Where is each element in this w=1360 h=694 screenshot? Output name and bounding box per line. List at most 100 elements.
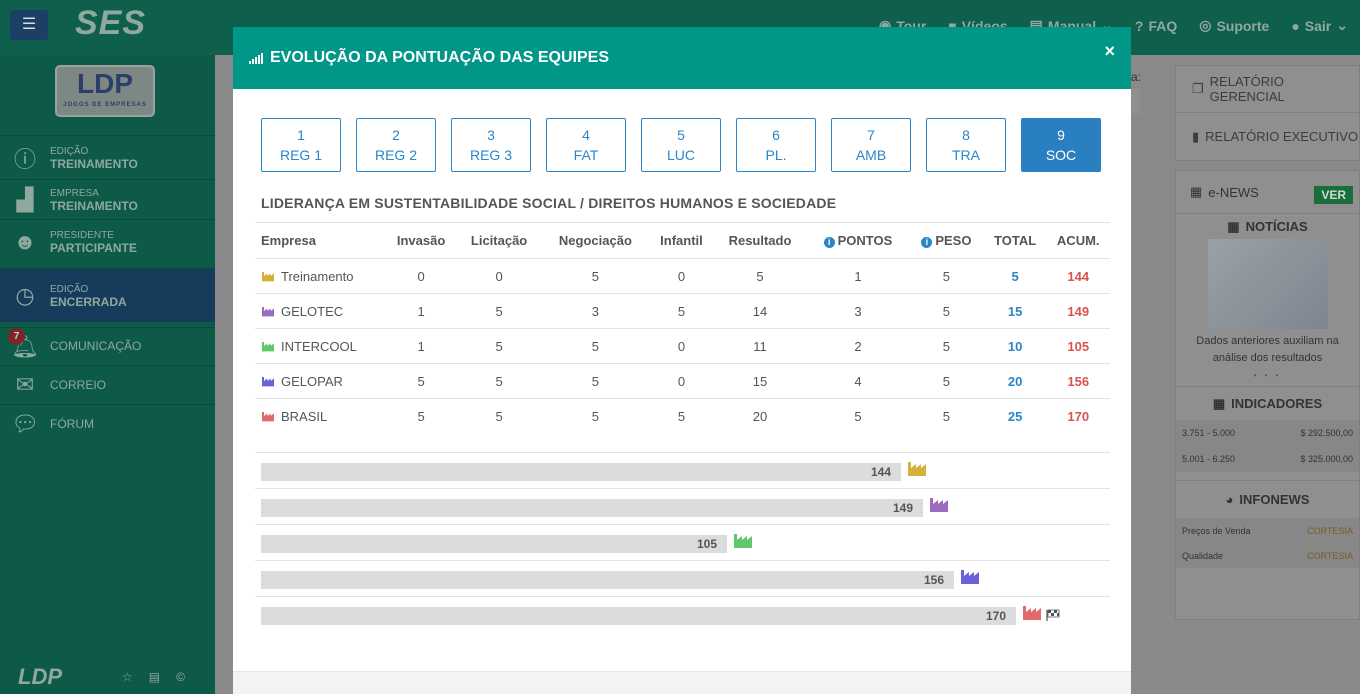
tab-reg-3[interactable]: 3 REG 3 (451, 118, 531, 172)
sidebar-item-presidente[interactable]: ☻ PRESIDENTE PARTICIPANTE (0, 219, 215, 263)
chat-icon: 💬︎ (11, 411, 39, 436)
cell-acum: 170 (1067, 408, 1090, 424)
info-icon[interactable]: i (921, 237, 933, 248)
tab-amb[interactable]: 7 AMB (831, 118, 911, 172)
newspaper-icon: ▦ (1190, 184, 1203, 199)
cell-pontos: 4 (806, 363, 910, 399)
notification-badge: 7 (8, 327, 25, 345)
cell-licitacao: 5 (495, 408, 503, 424)
bar-row: 156 (255, 560, 1110, 596)
sidebar-item-comunicacao[interactable]: 🔔︎ 7 COMUNICAÇÃO (0, 327, 215, 365)
factory-icon (261, 375, 275, 387)
col-pontos[interactable]: i PONTOS (806, 222, 910, 259)
factory-icon (907, 459, 927, 477)
document-icon[interactable]: ▤ (148, 670, 161, 684)
tab-reg-1[interactable]: 1 REG 1 (261, 118, 341, 172)
sidebar-footer: LDP ☆ ▤ © (0, 660, 215, 694)
sidebar-item-edicao-encerrada[interactable]: ◷ EDIÇÃO ENCERRADA (0, 268, 215, 322)
sidebar-item-label: FÓRUM (50, 416, 94, 431)
col-acum: ACUM. (1046, 222, 1110, 259)
tab-pl[interactable]: 6 PL. (736, 118, 816, 172)
hamburger-menu-button[interactable]: ☰ (10, 10, 48, 40)
tab-number: 3 (487, 127, 495, 143)
factory-icon (261, 305, 275, 317)
company-cell: GELOTEC (255, 293, 385, 329)
bar-row: 144 (255, 452, 1110, 488)
table-row: BRASIL 5 5 5 5 20 5 5 25 170 (255, 399, 1110, 434)
table-row: INTERCOOL 1 5 5 0 11 2 5 10 105 (255, 328, 1110, 364)
cell-acum: 105 (1046, 328, 1110, 364)
sidebar-item-empresa[interactable]: ▟ EMPRESA TREINAMENTO (0, 179, 215, 219)
table-icon: ▦ (1212, 395, 1226, 411)
nav-faq[interactable]: ? FAQ (1134, 17, 1178, 34)
factory-icon (1022, 603, 1042, 621)
news-box: ▦ e-NEWS VER ▦ NOTÍCIAS Dados anteriores a… (1175, 170, 1360, 620)
nav-sair[interactable]: ● Sair ⌄ (1291, 17, 1348, 34)
indicadores-header: ▦ INDICADORES (1176, 386, 1359, 420)
news-caption: Dados anteriores auxiliam na análise dos… (1196, 335, 1339, 364)
ver-button[interactable]: VER (1314, 186, 1353, 204)
bar-row: 170 (255, 596, 1110, 632)
nav-suporte[interactable]: ◎ Suporte (1199, 17, 1270, 34)
cell-acum: 149 (1046, 293, 1110, 329)
col-peso[interactable]: i PESO (909, 222, 984, 259)
factory-icon (261, 340, 275, 352)
cell-total: 5 (983, 258, 1047, 294)
info-row: Preços de Venda CORTESIA (1176, 518, 1359, 543)
sidebar-item-label: EDIÇÃO ENCERRADA (50, 283, 127, 309)
report-executivo-button[interactable]: ▮ RELATÓRIO EXECUTIVO (1192, 128, 1359, 145)
copyright-icon[interactable]: © (176, 670, 185, 684)
report-gerencial-button[interactable]: ❐ RELATÓRIO GERENCIAL (1176, 66, 1359, 113)
cell-negociacao: 5 (591, 408, 600, 424)
score-bar: 144 (261, 463, 901, 481)
carousel-dots[interactable]: • • • (1253, 371, 1282, 380)
bar-value: 170 (985, 609, 1006, 623)
cell-resultado: 11 (713, 328, 807, 364)
star-icon[interactable]: ☆ (122, 670, 133, 684)
app-logo[interactable]: SES (75, 4, 147, 42)
cell-licitacao: 0 (457, 258, 542, 294)
tab-luc[interactable]: 5 LUC (641, 118, 721, 172)
sidebar-item-edicao-treinamento[interactable]: ⓘ EDIÇÃO TREINAMENTO (0, 135, 215, 179)
close-button[interactable]: × (1104, 41, 1115, 61)
cell-resultado: 15 (713, 363, 807, 399)
info-icon: ⓘ (13, 146, 36, 172)
question-icon: ? (1134, 17, 1144, 34)
cell-resultado: 5 (713, 258, 807, 294)
col-infantil: Infantil (649, 222, 714, 259)
tab-soc[interactable]: 9 SOC (1021, 118, 1101, 172)
tab-tra[interactable]: 8 TRA (926, 118, 1006, 172)
table-row: GELOTEC 1 5 3 5 14 3 5 15 149 (255, 293, 1110, 329)
tab-fat[interactable]: 4 FAT (546, 118, 626, 172)
cell-pontos: 3 (806, 293, 910, 329)
cell-negociacao: 5 (541, 258, 650, 294)
cell-invasao: 5 (385, 363, 458, 399)
cell-acum: 144 (1046, 258, 1110, 294)
cell-total: 10 (983, 328, 1047, 364)
score-bar: 156 (261, 571, 954, 589)
cell-resultado: 14 (713, 293, 807, 329)
tab-label: SOC (1045, 147, 1077, 163)
info-icon[interactable]: i (823, 237, 835, 248)
info-row: Qualidade CORTESIA (1176, 543, 1359, 568)
cell-licitacao: 5 (457, 293, 542, 329)
tab-number: 7 (867, 127, 875, 143)
cell-pontos: 1 (806, 258, 910, 294)
user-icon: ● (1291, 17, 1300, 34)
infonews-header: ◕ INFONEWS (1176, 480, 1359, 518)
table-row: GELOPAR 5 5 5 0 15 4 5 20 156 (255, 363, 1110, 399)
factory-icon (733, 531, 753, 549)
sidebar-item-forum[interactable]: 💬︎ FÓRUM (0, 404, 215, 443)
sidebar-item-correio[interactable]: ✉ CORREIO (0, 365, 215, 404)
bar-row: 149 (255, 488, 1110, 524)
news-image[interactable] (1207, 239, 1328, 329)
cell-licitacao: 5 (457, 328, 542, 364)
sidebar: LDP JOGOS DE EMPRESAS ⓘ EDIÇÃO TREINAMENTO… (0, 55, 215, 694)
bar-value: 144 (870, 465, 891, 479)
ldp-logo[interactable]: LDP JOGOS DE EMPRESAS (55, 65, 155, 117)
partial-input[interactable] (1130, 88, 1140, 114)
checkered-flag-icon (1046, 608, 1060, 621)
tab-reg-2[interactable]: 2 REG 2 (356, 118, 436, 172)
footer-icons: ☆ ▤ © (122, 670, 185, 684)
cell-negociacao: 5 (541, 363, 650, 399)
